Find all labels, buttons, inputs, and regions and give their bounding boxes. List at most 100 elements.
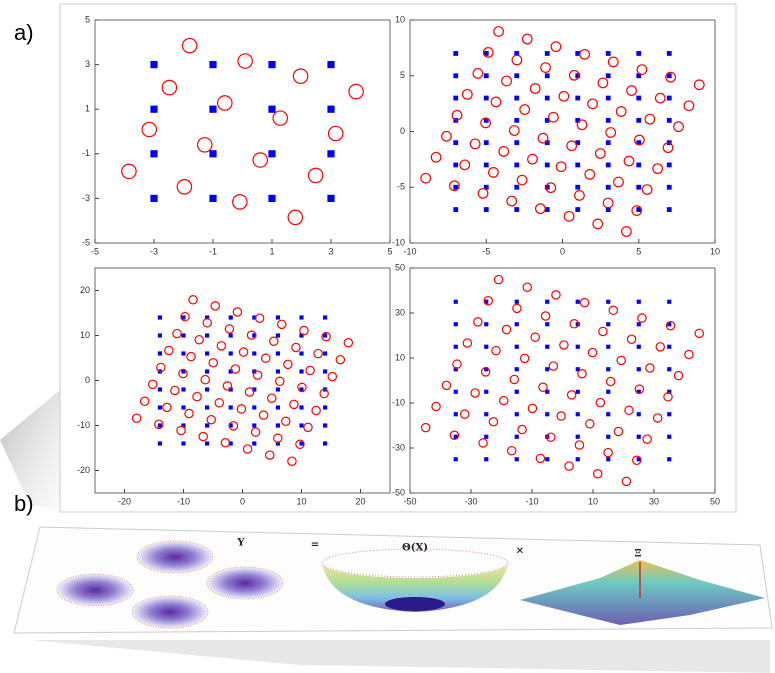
point [181, 333, 186, 338]
scatter-panel: -5 -3 -1 1 3 5 -5 -3 -1 1 3 5 [82, 14, 393, 256]
point [608, 305, 619, 316]
point [299, 325, 309, 336]
point [188, 295, 198, 305]
point [575, 389, 580, 394]
point [275, 333, 280, 338]
equation-term: Ξ [634, 549, 641, 560]
points [131, 295, 354, 466]
point [299, 405, 304, 410]
point [511, 54, 523, 66]
point [299, 369, 304, 374]
point [228, 387, 233, 392]
point [566, 140, 578, 152]
point [535, 453, 546, 464]
scatter-panel: -50 -30 -10 10 30 50 -50 -30 -10 10 30 50 [392, 262, 720, 506]
point [514, 344, 519, 349]
plot-area [409, 19, 716, 244]
point [484, 322, 489, 327]
point [490, 96, 502, 108]
point [514, 389, 519, 394]
point [180, 311, 190, 322]
point [493, 26, 505, 37]
x-tick-label: 0 [560, 246, 565, 256]
point [606, 389, 611, 394]
point [157, 405, 162, 410]
point [469, 138, 481, 150]
point [181, 405, 186, 410]
point [209, 105, 217, 113]
point [483, 295, 493, 306]
y-tick-label: 10 [80, 330, 90, 340]
point [205, 333, 210, 338]
point [157, 387, 162, 392]
point [564, 461, 574, 471]
y-tick-label: 5 [400, 70, 405, 80]
point [483, 140, 489, 146]
shadow [30, 640, 770, 673]
point [575, 140, 581, 146]
point [514, 434, 519, 439]
point [483, 162, 489, 168]
illustration-bowl [321, 548, 509, 612]
point [637, 313, 647, 323]
point [121, 163, 137, 180]
point [544, 140, 550, 146]
point [459, 409, 470, 419]
point [667, 322, 672, 327]
point [616, 355, 626, 366]
point [480, 117, 492, 129]
x-tick-label: 3 [328, 246, 333, 256]
y-tick-label: -20 [77, 465, 90, 475]
point [327, 194, 335, 202]
point [493, 274, 504, 285]
point [545, 344, 550, 349]
point [667, 434, 672, 439]
x-tick-label: -5 [482, 246, 490, 256]
point [275, 315, 280, 320]
point [544, 207, 550, 212]
point [161, 79, 178, 96]
point [281, 416, 291, 427]
point [592, 218, 604, 230]
point [268, 150, 276, 158]
point [327, 371, 338, 382]
point [472, 68, 484, 79]
point [473, 317, 483, 327]
point [181, 351, 186, 356]
x-tick-label: 10 [588, 496, 598, 506]
point [636, 299, 641, 304]
y-tick-label: 5 [85, 14, 90, 24]
point [224, 324, 235, 334]
point [157, 351, 162, 356]
point [453, 95, 459, 101]
point [636, 412, 641, 417]
point [156, 362, 166, 373]
y-tick-label: -5 [82, 237, 90, 247]
point [252, 333, 257, 338]
point [514, 184, 520, 190]
point [483, 51, 489, 56]
point [453, 389, 458, 394]
point [252, 351, 257, 356]
y-tick-label: 3 [85, 59, 90, 69]
point [636, 140, 642, 146]
plot-area [409, 267, 716, 494]
point [482, 47, 494, 58]
point [519, 353, 530, 364]
y-tick-label: 20 [80, 285, 90, 295]
point [636, 117, 642, 123]
point [512, 303, 522, 314]
point [209, 194, 217, 202]
point [606, 457, 611, 462]
point [514, 95, 520, 101]
point [607, 56, 619, 68]
x-tick-label: 0 [240, 496, 245, 506]
point [453, 73, 459, 79]
point [157, 441, 162, 446]
point [453, 434, 458, 439]
point [547, 111, 559, 123]
point [267, 393, 277, 403]
point [420, 172, 432, 184]
point [483, 184, 489, 190]
